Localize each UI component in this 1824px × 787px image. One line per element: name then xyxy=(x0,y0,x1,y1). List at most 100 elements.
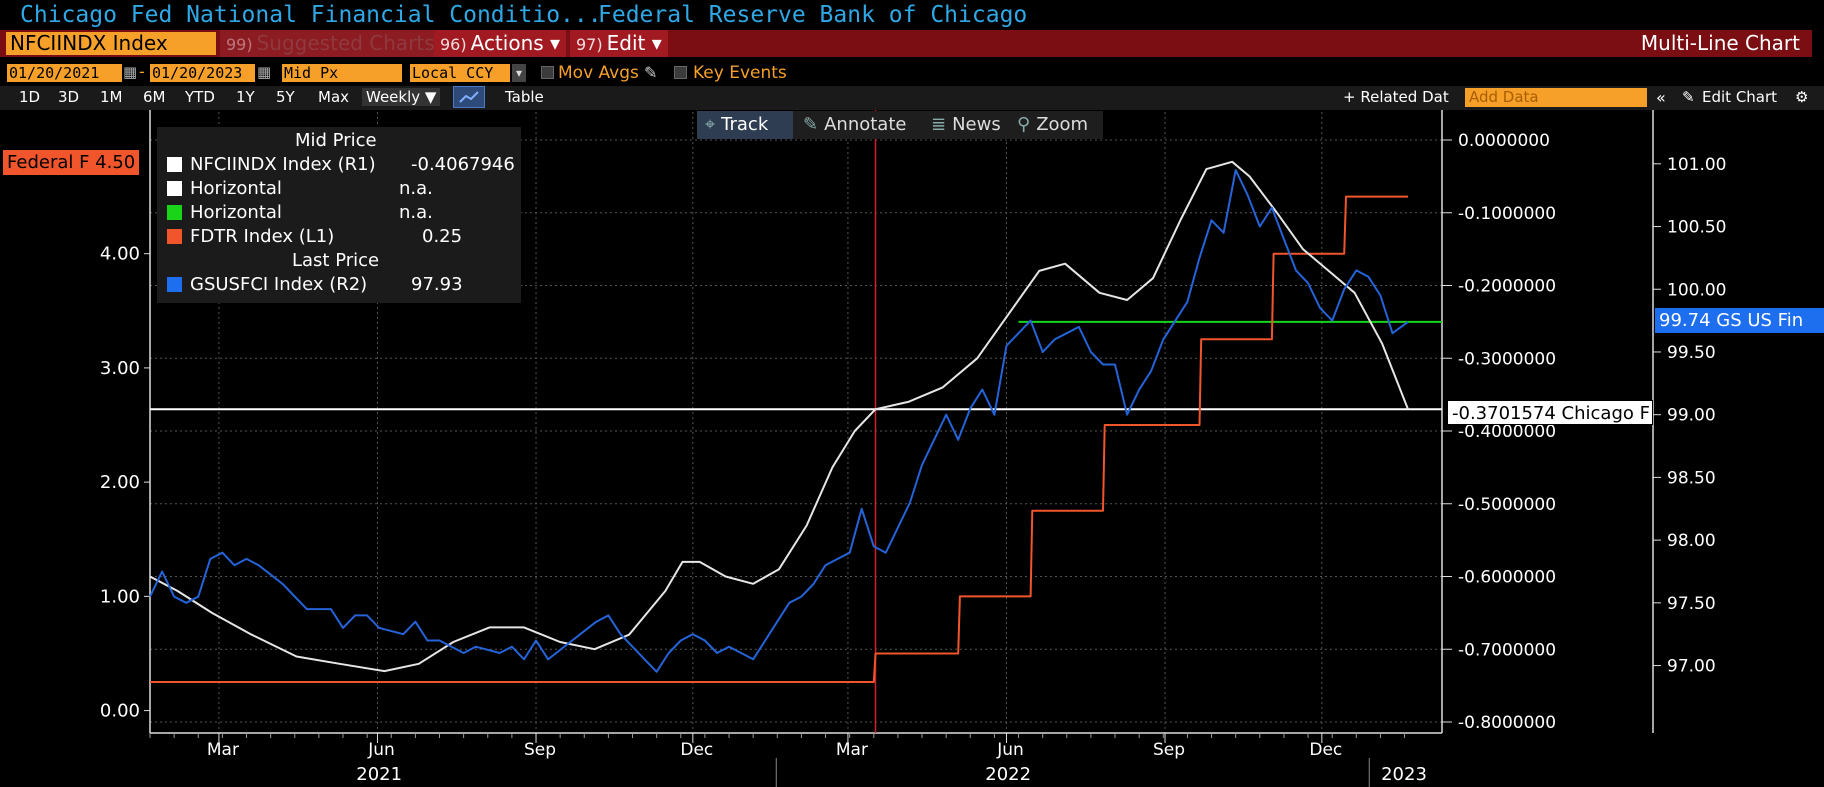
ticker-input[interactable]: NFCIINDX Index xyxy=(6,32,216,55)
range-1y[interactable]: 1Y xyxy=(236,88,255,106)
r1-tick-label: -0.4000000 xyxy=(1458,422,1556,442)
left-tick-label: 4.00 xyxy=(100,244,140,265)
legend-swatch xyxy=(167,157,182,172)
chart-toolbar: ⌖ Track ✎ Annotate ≣ News ⚲ Zoom xyxy=(697,111,1103,139)
r1-tick-label: -0.2000000 xyxy=(1458,277,1556,297)
r1-tick-label: -0.1000000 xyxy=(1458,204,1556,224)
crosshair-icon: ⌖ xyxy=(705,114,716,135)
magnifier-icon: ⚲ xyxy=(1017,114,1031,135)
line-chart-icon[interactable] xyxy=(453,86,485,108)
edit-code: 97) xyxy=(576,35,603,54)
range-bar: 1D 3D 1M 6M YTD 1Y 5Y Max Weekly ▼ Table… xyxy=(0,86,1824,110)
fdtr-last-value-flag: Federal F 4.50 xyxy=(3,150,140,175)
left-tick-label: 2.00 xyxy=(100,472,140,493)
pencil-icon[interactable]: ✎ xyxy=(644,63,658,82)
calendar-icon[interactable]: ▦ xyxy=(123,63,138,81)
r2-tick-label: 100.50 xyxy=(1667,218,1726,238)
legend: Mid Price NFCIINDX Index (R1) -0.4067946… xyxy=(157,127,521,303)
r2-tick-label: 101.00 xyxy=(1667,155,1726,175)
r1-tick-label: -0.7000000 xyxy=(1458,640,1556,660)
zoom-button[interactable]: ⚲ Zoom xyxy=(1009,111,1096,139)
legend-label: NFCIINDX Index (R1) xyxy=(190,154,376,175)
actions-menu-button[interactable]: 96) Actions ▾ xyxy=(434,30,567,57)
suggested-charts-code: 99) xyxy=(226,35,253,54)
legend-swatch xyxy=(167,277,182,292)
edit-chart-button[interactable]: Edit Chart xyxy=(1702,88,1778,106)
x-month-label: Jun xyxy=(367,740,395,760)
mov-avgs-checkbox[interactable] xyxy=(541,66,554,79)
nfci-last-value-flag: -0.3701574 Chicago F xyxy=(1447,400,1653,425)
legend-item[interactable]: NFCIINDX Index (R1) xyxy=(167,154,376,175)
key-events-label: Key Events xyxy=(693,63,787,83)
legend-swatch xyxy=(167,205,182,220)
gear-icon[interactable]: ⚙ xyxy=(1795,88,1809,106)
x-year-label: 2023 xyxy=(1381,764,1427,785)
x-month-label: Sep xyxy=(524,740,556,760)
x-month-label: Mar xyxy=(207,740,239,760)
key-events-checkbox[interactable] xyxy=(674,66,687,79)
r2-tick-label: 97.50 xyxy=(1667,594,1716,614)
legend-mid-header: Mid Price xyxy=(295,130,377,151)
tick-labels: 0.00 1.00 2.00 3.00 4.00 0.0000000 -0.1000000 -… xyxy=(100,131,1727,785)
range-6m[interactable]: 6M xyxy=(143,88,166,106)
legend-label: GSUSFCI Index (R2) xyxy=(190,274,368,295)
legend-item[interactable]: Horizontal xyxy=(167,202,282,223)
date-separator: - xyxy=(139,62,145,81)
annotate-button[interactable]: ✎ Annotate xyxy=(795,111,914,139)
legend-value: n.a. xyxy=(399,202,433,223)
collapse-icon[interactable]: « xyxy=(1656,88,1666,107)
price-field-select[interactable]: Mid Px xyxy=(282,64,402,82)
range-3d[interactable]: 3D xyxy=(58,88,80,106)
left-tick-label: 3.00 xyxy=(100,358,140,379)
issuer-title: Federal Reserve Bank of Chicago xyxy=(598,2,1028,28)
actions-code: 96) xyxy=(440,35,467,54)
r1-tick-label: -0.5000000 xyxy=(1458,495,1556,515)
pencil-icon: ✎ xyxy=(803,114,819,135)
news-button[interactable]: ≣ News xyxy=(923,111,1009,139)
range-5y[interactable]: 5Y xyxy=(276,88,295,106)
series-line-nfciindx-index-r1 xyxy=(149,160,1409,673)
track-button[interactable]: ⌖ Track xyxy=(697,111,793,139)
frequency-select[interactable]: Weekly ▼ xyxy=(362,88,441,106)
calendar-icon[interactable]: ▦ xyxy=(257,63,272,81)
chart-kind-label: Multi-Line Chart xyxy=(1640,31,1800,55)
related-data-button[interactable]: + Related Dat xyxy=(1343,88,1449,106)
zoom-label: Zoom xyxy=(1036,114,1089,135)
r2-tick-label: 99.00 xyxy=(1667,406,1716,426)
range-1d[interactable]: 1D xyxy=(19,88,41,106)
legend-item[interactable]: FDTR Index (L1) xyxy=(167,226,334,247)
legend-item[interactable]: Horizontal xyxy=(167,178,282,199)
legend-label: Horizontal xyxy=(190,202,282,223)
left-tick-label: 0.00 xyxy=(100,701,140,722)
suggested-charts-button[interactable]: 99) Suggested Charts xyxy=(220,30,441,57)
legend-value: n.a. xyxy=(399,178,433,199)
range-max[interactable]: Max xyxy=(318,88,350,106)
range-1m[interactable]: 1M xyxy=(100,88,123,106)
actions-label: Actions ▾ xyxy=(470,31,561,55)
start-date-field[interactable]: 01/20/2021 xyxy=(7,64,122,82)
table-tab[interactable]: Table xyxy=(505,88,544,106)
r1-tick-label: -0.6000000 xyxy=(1458,568,1556,588)
legend-item[interactable]: GSUSFCI Index (R2) xyxy=(167,274,367,295)
legend-value: -0.4067946 xyxy=(411,154,515,175)
r2-tick-label: 98.00 xyxy=(1667,531,1716,551)
left-tick-label: 1.00 xyxy=(100,586,140,607)
chevron-down-icon[interactable]: ▾ xyxy=(512,64,526,82)
date-bar: 01/20/2021 ▦ - 01/20/2023 ▦ Mid Px Local… xyxy=(0,61,1824,85)
pencil-icon[interactable]: ✎ xyxy=(1682,88,1695,106)
end-date-field[interactable]: 01/20/2023 xyxy=(150,64,255,82)
chart-canvas[interactable]: 0.00 1.00 2.00 3.00 4.00 0.0000000 -0.1000000 -… xyxy=(0,110,1824,787)
x-month-label: Dec xyxy=(680,740,713,760)
legend-value: 0.25 xyxy=(422,226,463,247)
r1-tick-label: -0.8000000 xyxy=(1458,713,1556,733)
r1-tick-label: -0.3000000 xyxy=(1458,349,1556,369)
edit-menu-button[interactable]: 97) Edit ▾ xyxy=(570,30,668,57)
legend-swatch xyxy=(167,229,182,244)
r2-tick-label: 99.50 xyxy=(1667,343,1716,363)
range-ytd[interactable]: YTD xyxy=(185,88,215,106)
security-title: Chicago Fed National Financial Conditio.… xyxy=(20,2,602,28)
series-layer xyxy=(149,160,1442,683)
legend-swatch xyxy=(167,181,182,196)
add-data-input[interactable]: Add Data xyxy=(1465,88,1647,107)
currency-select[interactable]: Local CCY xyxy=(410,64,510,82)
